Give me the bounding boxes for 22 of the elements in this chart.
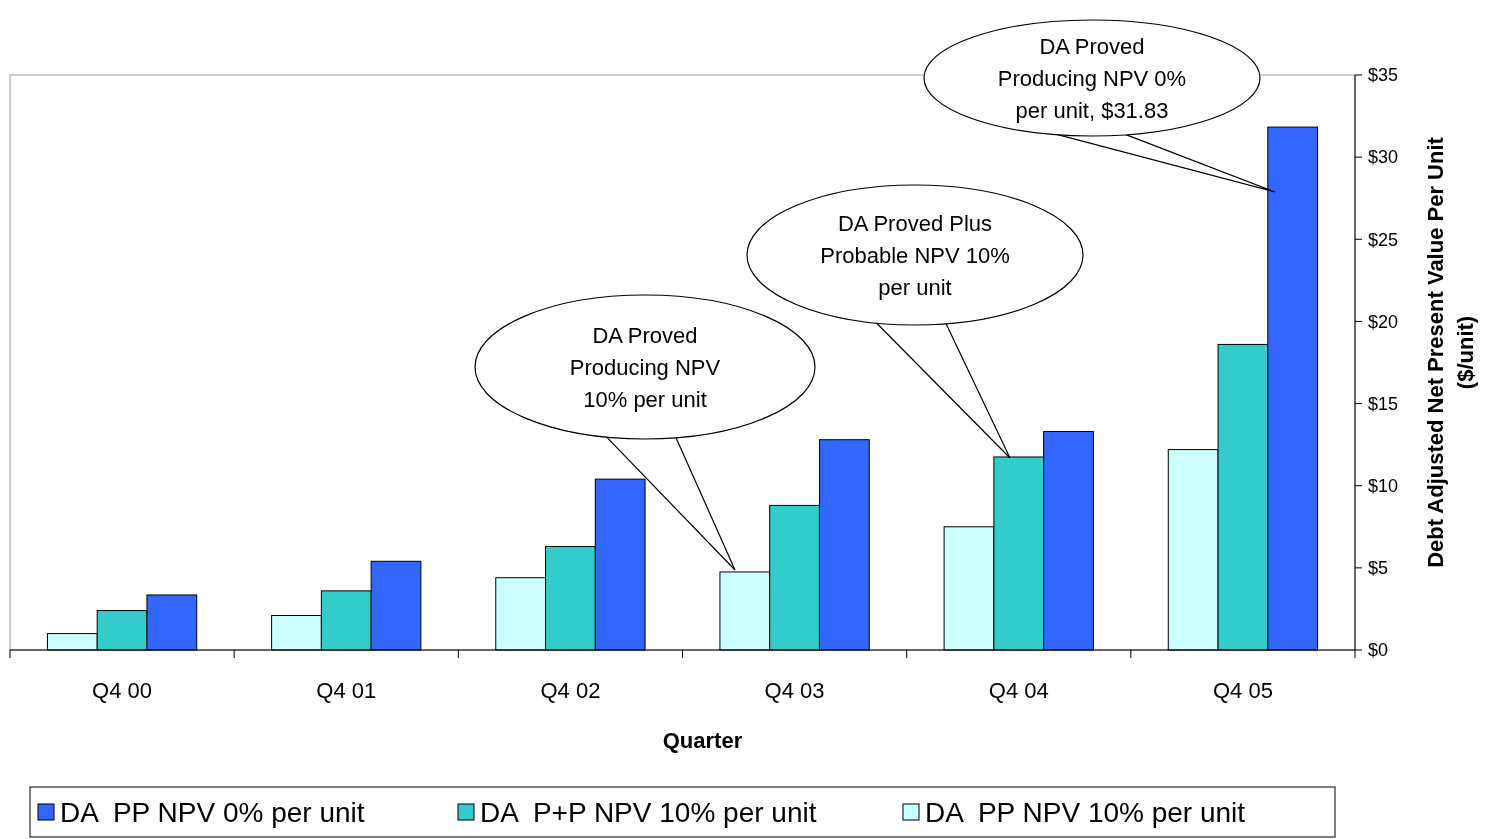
legend-label: DA P+P NPV 10% per unit <box>480 796 817 828</box>
x-tick-label: Q4 03 <box>764 678 825 703</box>
x-axis-title: Quarter <box>662 728 743 753</box>
legend-label: DA PP NPV 10% per unit <box>925 796 1246 828</box>
annotation: DA Proved Plus Probable NPV 10% per unit <box>820 210 1010 300</box>
annotation: DA Proved Producing NPV 0% per unit, $31.83 <box>997 33 1187 123</box>
annotation: DA Proved Producing NPV 10% per unit <box>569 322 721 412</box>
legend-label: DA PP NPV 0% per unit <box>60 796 365 828</box>
x-tick-label: Q4 05 <box>1212 678 1273 703</box>
y-tick-label: $0 <box>1368 640 1389 661</box>
y-tick-label: $5 <box>1368 558 1389 579</box>
y-tick-label: $35 <box>1368 65 1399 86</box>
y-tick-label: $25 <box>1368 229 1399 250</box>
x-tick-label: Q4 02 <box>540 678 601 703</box>
y-tick-label: $10 <box>1368 476 1399 497</box>
y-axis-title: Debt Adjusted Net Present Value Per Unit ($/unit) <box>1423 136 1478 568</box>
x-tick-label: Q4 04 <box>988 678 1049 703</box>
y-tick-label: $15 <box>1368 393 1399 414</box>
x-tick-label: Q4 00 <box>92 678 153 703</box>
y-tick-label: $20 <box>1368 311 1399 332</box>
y-tick-label: $30 <box>1368 147 1399 168</box>
x-tick-label: Q4 01 <box>316 678 377 703</box>
